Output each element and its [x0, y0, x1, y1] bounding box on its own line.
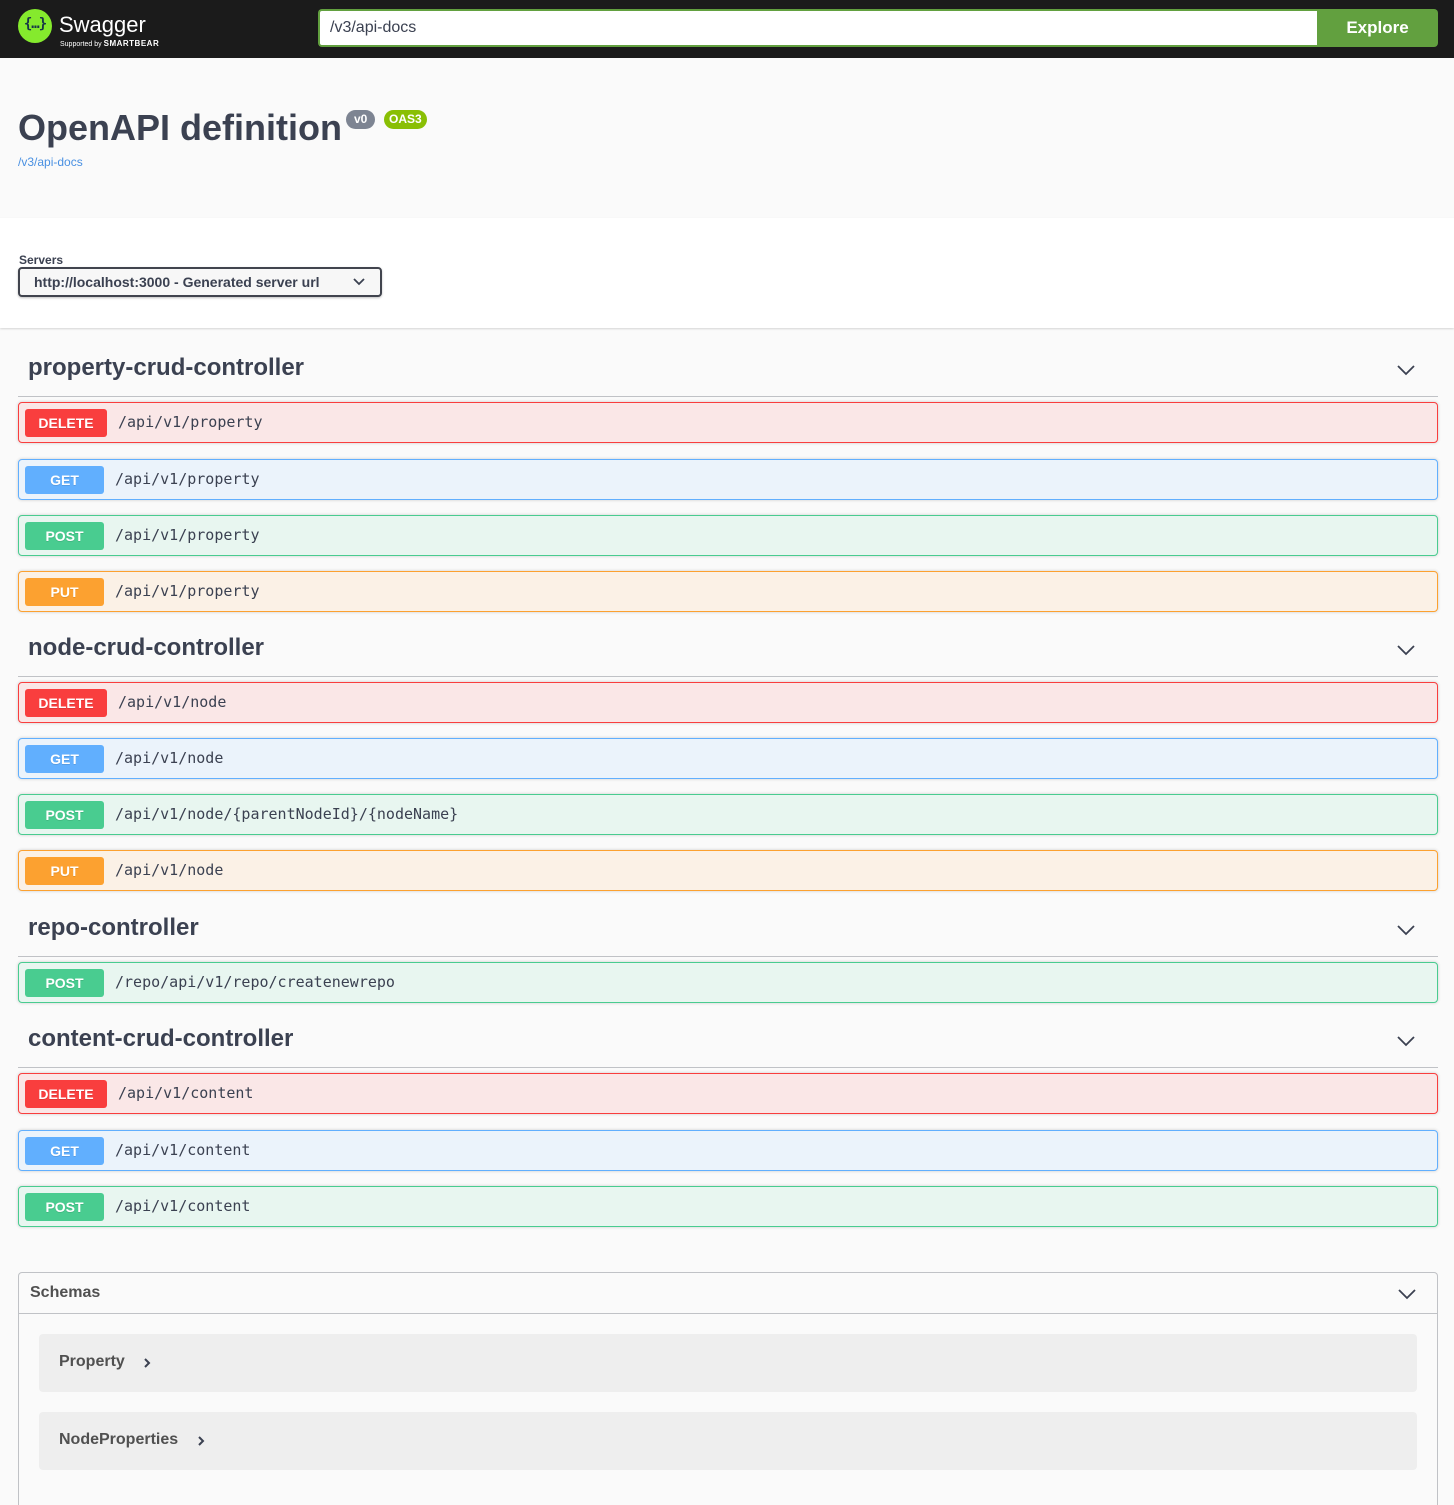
- model-name: NodeProperties: [59, 1431, 179, 1448]
- method-badge: PUT: [25, 857, 104, 885]
- method-badge: POST: [25, 1193, 104, 1221]
- operation-put-node[interactable]: PUT /api/v1/node: [18, 850, 1438, 891]
- schemas-header[interactable]: Schemas: [19, 1273, 1437, 1314]
- operation-path: /api/v1/property: [118, 413, 263, 431]
- chevron-down-icon: [1397, 1036, 1415, 1047]
- tag-title: node-crud-controller: [28, 634, 265, 661]
- operation-get-node[interactable]: GET /api/v1/node: [18, 738, 1438, 779]
- schemas-section: Schemas Property NodeProperties: [18, 1272, 1438, 1505]
- operation-path: /api/v1/node: [118, 693, 227, 711]
- chevron-down-icon: [1397, 645, 1415, 656]
- swagger-logo[interactable]: {…} Swagger Supported by SMARTBEAR: [18, 9, 168, 49]
- method-badge: DELETE: [25, 409, 107, 437]
- swagger-logo-icon: {…}: [18, 9, 52, 43]
- method-badge: DELETE: [25, 1080, 107, 1108]
- topbar: {…} Swagger Supported by SMARTBEAR Explo…: [0, 0, 1454, 58]
- operation-path: /api/v1/property: [115, 470, 260, 488]
- operation-path: /api/v1/node: [115, 861, 224, 879]
- tag-header-repo-controller[interactable]: repo-controller: [18, 914, 1438, 957]
- method-badge: PUT: [25, 578, 104, 606]
- method-badge: GET: [25, 1137, 104, 1165]
- chevron-down-icon: [1398, 1289, 1416, 1300]
- explore-button[interactable]: Explore: [1317, 9, 1438, 47]
- version-badge: v0: [346, 110, 376, 129]
- model-name: Property: [59, 1353, 125, 1370]
- chevron-down-icon: [1397, 925, 1415, 936]
- brand-name: Swagger: [59, 12, 146, 37]
- operation-delete-node[interactable]: DELETE /api/v1/node: [18, 682, 1438, 723]
- spec-link[interactable]: /v3/api-docs: [18, 155, 83, 169]
- operation-get-content[interactable]: GET /api/v1/content: [18, 1130, 1438, 1171]
- operation-put-property[interactable]: PUT /api/v1/property: [18, 571, 1438, 612]
- operation-path: /api/v1/node: [115, 749, 224, 767]
- method-badge: GET: [25, 745, 104, 773]
- operation-post-property[interactable]: POST /api/v1/property: [18, 515, 1438, 556]
- tag-header-node-crud-controller[interactable]: node-crud-controller: [18, 634, 1438, 677]
- page-title: OpenAPI definition: [18, 107, 342, 148]
- operation-path: /api/v1/property: [115, 582, 260, 600]
- operation-path: /api/v1/node/{parentNodeId}/{nodeName}: [115, 805, 459, 823]
- model-nodeproperties[interactable]: NodeProperties: [39, 1412, 1417, 1470]
- method-badge: POST: [25, 969, 104, 997]
- servers-selected-value: http://localhost:3000 - Generated server…: [34, 274, 320, 290]
- operation-path: /repo/api/v1/repo/createnewrepo: [115, 973, 395, 991]
- servers-label: Servers: [19, 253, 64, 267]
- operation-post-content[interactable]: POST /api/v1/content: [18, 1186, 1438, 1227]
- method-badge: GET: [25, 466, 104, 494]
- operation-path: /api/v1/content: [115, 1197, 251, 1215]
- servers-select[interactable]: http://localhost:3000 - Generated server…: [18, 267, 382, 297]
- chevron-down-icon: [353, 278, 365, 286]
- method-badge: POST: [25, 801, 104, 829]
- operation-post-repo[interactable]: POST /repo/api/v1/repo/createnewrepo: [18, 962, 1438, 1003]
- operation-get-property[interactable]: GET /api/v1/property: [18, 459, 1438, 500]
- spec-url-input[interactable]: [318, 9, 1318, 47]
- tag-title: content-crud-controller: [28, 1025, 294, 1052]
- operation-path: /api/v1/property: [115, 526, 260, 544]
- operation-path: /api/v1/content: [115, 1141, 251, 1159]
- operation-delete-property[interactable]: DELETE /api/v1/property: [18, 402, 1438, 443]
- chevron-down-icon: [1397, 365, 1415, 376]
- schemas-title: Schemas: [30, 1284, 101, 1301]
- method-badge: DELETE: [25, 689, 107, 717]
- chevron-right-icon: [144, 1358, 151, 1368]
- chevron-right-icon: [198, 1436, 205, 1446]
- tag-title: repo-controller: [28, 914, 199, 941]
- tag-header-content-crud-controller[interactable]: content-crud-controller: [18, 1025, 1438, 1068]
- model-property[interactable]: Property: [39, 1334, 1417, 1392]
- operation-post-node[interactable]: POST /api/v1/node/{parentNodeId}/{nodeNa…: [18, 794, 1438, 835]
- tag-header-property-crud-controller[interactable]: property-crud-controller: [18, 354, 1438, 397]
- tag-title: property-crud-controller: [28, 354, 305, 381]
- operation-path: /api/v1/content: [118, 1084, 254, 1102]
- method-badge: POST: [25, 522, 104, 550]
- oas-badge: OAS3: [384, 110, 427, 129]
- operation-delete-content[interactable]: DELETE /api/v1/content: [18, 1073, 1438, 1114]
- brand-subtitle: Supported by SMARTBEAR: [60, 39, 160, 48]
